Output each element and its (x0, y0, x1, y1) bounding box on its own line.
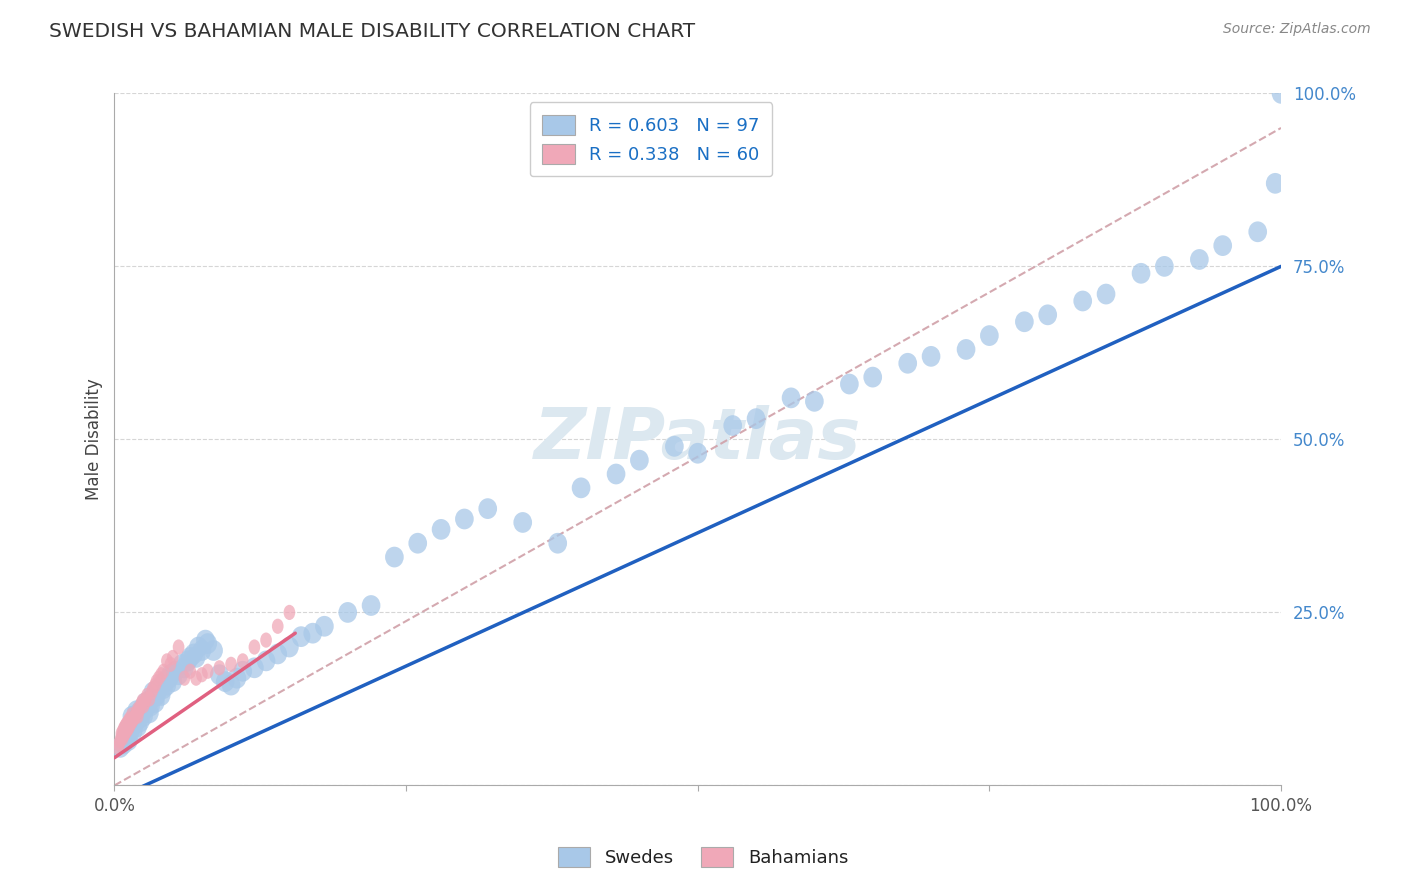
Legend: Swedes, Bahamians: Swedes, Bahamians (551, 839, 855, 874)
Text: Source: ZipAtlas.com: Source: ZipAtlas.com (1223, 22, 1371, 37)
Y-axis label: Male Disability: Male Disability (86, 378, 103, 500)
Text: SWEDISH VS BAHAMIAN MALE DISABILITY CORRELATION CHART: SWEDISH VS BAHAMIAN MALE DISABILITY CORR… (49, 22, 696, 41)
Text: ZIPatlas: ZIPatlas (534, 405, 862, 474)
Legend: R = 0.603   N = 97, R = 0.338   N = 60: R = 0.603 N = 97, R = 0.338 N = 60 (530, 103, 772, 177)
